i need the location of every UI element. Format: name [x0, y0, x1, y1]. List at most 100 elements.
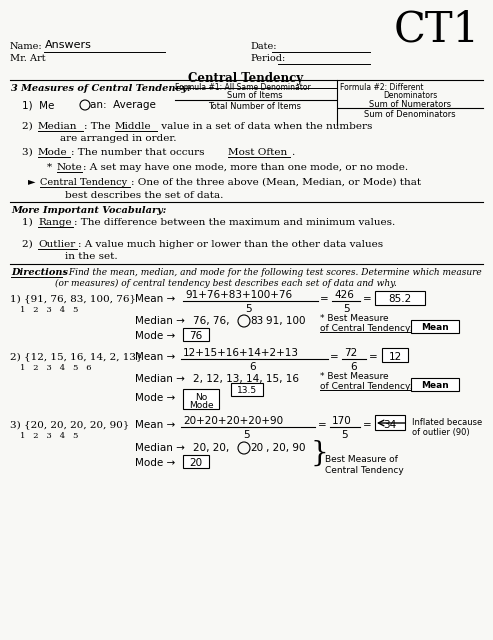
- FancyBboxPatch shape: [183, 455, 209, 468]
- Text: : A value much higher or lower than the other data values: : A value much higher or lower than the …: [78, 240, 383, 249]
- Text: Mr. Art: Mr. Art: [10, 54, 46, 63]
- Text: 83: 83: [250, 316, 263, 326]
- FancyBboxPatch shape: [231, 383, 263, 396]
- Text: : One of the three above (Mean, Median, or Mode) that: : One of the three above (Mean, Median, …: [131, 178, 421, 187]
- Text: =: =: [363, 294, 372, 304]
- Text: 34: 34: [384, 420, 397, 430]
- Text: Date:: Date:: [250, 42, 277, 51]
- Text: 170: 170: [332, 416, 352, 426]
- FancyBboxPatch shape: [382, 348, 408, 362]
- Text: Denominators: Denominators: [383, 91, 437, 100]
- Text: 13.5: 13.5: [237, 386, 257, 395]
- FancyBboxPatch shape: [183, 389, 219, 409]
- Text: =: =: [330, 352, 339, 362]
- Text: =: =: [320, 294, 329, 304]
- Text: Answers: Answers: [45, 40, 92, 50]
- Text: Mean →: Mean →: [135, 294, 175, 304]
- Text: ►: ►: [28, 178, 38, 187]
- Text: 2): 2): [22, 122, 39, 131]
- Text: Median →: Median →: [135, 316, 185, 326]
- Text: Total Number of Items: Total Number of Items: [209, 102, 302, 111]
- Text: 3) {20, 20, 20, 20, 90}: 3) {20, 20, 20, 20, 90}: [10, 420, 129, 429]
- Text: 426: 426: [334, 290, 354, 300]
- Text: 5: 5: [343, 304, 350, 314]
- Text: 20+20+20+20+90: 20+20+20+20+90: [183, 416, 283, 426]
- Text: Most Often: Most Often: [228, 148, 287, 157]
- Text: Median →: Median →: [135, 374, 185, 384]
- Text: 12: 12: [388, 352, 402, 362]
- Text: =: =: [318, 420, 327, 430]
- Text: value in a set of data when the numbers: value in a set of data when the numbers: [158, 122, 372, 131]
- Text: 76, 76,: 76, 76,: [193, 316, 230, 326]
- Text: 1   2   3   4   5: 1 2 3 4 5: [20, 306, 78, 314]
- Text: Median →: Median →: [135, 443, 185, 453]
- Text: Central Tendency: Central Tendency: [325, 466, 404, 475]
- Text: (or measures) of central tendency best describes each set of data and why.: (or measures) of central tendency best d…: [55, 279, 397, 288]
- Text: Central Tendency: Central Tendency: [188, 72, 304, 85]
- Text: Mean: Mean: [421, 323, 449, 332]
- Text: 20: 20: [250, 443, 263, 453]
- Text: of Central Tendency:: of Central Tendency:: [320, 382, 413, 391]
- Text: 85.2: 85.2: [388, 294, 412, 304]
- Text: : A set may have one mode, more than one mode, or no mode.: : A set may have one mode, more than one…: [83, 163, 408, 172]
- Text: 5: 5: [342, 430, 349, 440]
- Text: Sum of Denominators: Sum of Denominators: [364, 110, 456, 119]
- Text: 3): 3): [22, 148, 39, 157]
- Text: 5: 5: [244, 430, 250, 440]
- Text: 20, 20,: 20, 20,: [193, 443, 229, 453]
- Text: * Best Measure: * Best Measure: [320, 372, 388, 381]
- Text: Central Tendency: Central Tendency: [40, 178, 127, 187]
- Text: are arranged in order.: are arranged in order.: [60, 134, 176, 143]
- Text: * Best Measure: * Best Measure: [320, 314, 388, 323]
- Text: 72: 72: [344, 348, 357, 358]
- Text: Directions: Directions: [11, 268, 68, 277]
- Text: Mode →: Mode →: [135, 331, 175, 341]
- Text: 1   2   3   4   5   6: 1 2 3 4 5 6: [20, 364, 92, 372]
- Text: Formula #1: All Same Denominator: Formula #1: All Same Denominator: [175, 83, 311, 92]
- Text: Mean →: Mean →: [135, 420, 175, 430]
- Text: of outlier (90): of outlier (90): [412, 428, 470, 437]
- Text: Inflated because: Inflated because: [412, 418, 482, 427]
- Text: Mode →: Mode →: [135, 458, 175, 468]
- Text: Name:: Name:: [10, 42, 42, 51]
- Text: 20: 20: [189, 458, 203, 468]
- Text: Sum of Items: Sum of Items: [227, 91, 283, 100]
- Text: Best Measure of: Best Measure of: [325, 455, 398, 464]
- Text: : The number that occurs: : The number that occurs: [71, 148, 208, 157]
- Text: Sum of Numerators: Sum of Numerators: [369, 100, 451, 109]
- Text: Range: Range: [38, 218, 71, 227]
- Text: No: No: [195, 393, 207, 402]
- Text: an:  Average: an: Average: [90, 100, 156, 110]
- Text: Formula #2: Different: Formula #2: Different: [340, 83, 423, 92]
- FancyBboxPatch shape: [375, 415, 405, 430]
- Text: Mode: Mode: [189, 401, 213, 410]
- Text: 6: 6: [249, 362, 256, 372]
- Text: More Important Vocabulary:: More Important Vocabulary:: [11, 206, 166, 215]
- FancyBboxPatch shape: [411, 320, 459, 333]
- Text: in the set.: in the set.: [65, 252, 118, 261]
- Text: =: =: [363, 420, 372, 430]
- Text: Middle: Middle: [115, 122, 152, 131]
- FancyBboxPatch shape: [183, 328, 209, 341]
- Text: Mode: Mode: [38, 148, 68, 157]
- FancyBboxPatch shape: [375, 291, 425, 305]
- Text: CT1: CT1: [394, 8, 480, 50]
- Text: 1   2   3   4   5: 1 2 3 4 5: [20, 432, 78, 440]
- Text: }: }: [310, 440, 328, 467]
- Text: 6: 6: [351, 362, 357, 372]
- Text: Note: Note: [57, 163, 83, 172]
- Text: Mean →: Mean →: [135, 352, 175, 362]
- Text: Median: Median: [38, 122, 77, 131]
- Text: 2, 12, 13, 14, 15, 16: 2, 12, 13, 14, 15, 16: [193, 374, 299, 384]
- Text: Outlier: Outlier: [38, 240, 75, 249]
- Text: 1)  Me: 1) Me: [22, 100, 54, 110]
- FancyBboxPatch shape: [411, 378, 459, 391]
- Text: =: =: [369, 352, 378, 362]
- Text: 91, 100: 91, 100: [266, 316, 306, 326]
- Text: Mode →: Mode →: [135, 393, 175, 403]
- Text: 12+15+16+14+2+13: 12+15+16+14+2+13: [183, 348, 299, 358]
- Text: 1): 1): [22, 218, 39, 227]
- Text: .: .: [291, 148, 294, 157]
- Text: 3 Measures of Central Tendency:: 3 Measures of Central Tendency:: [11, 84, 191, 93]
- Text: of Central Tendency:: of Central Tendency:: [320, 324, 413, 333]
